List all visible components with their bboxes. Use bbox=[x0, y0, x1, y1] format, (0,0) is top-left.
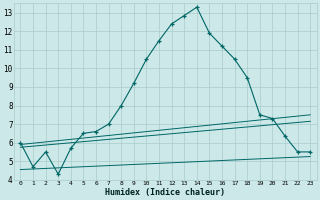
X-axis label: Humidex (Indice chaleur): Humidex (Indice chaleur) bbox=[105, 188, 225, 197]
